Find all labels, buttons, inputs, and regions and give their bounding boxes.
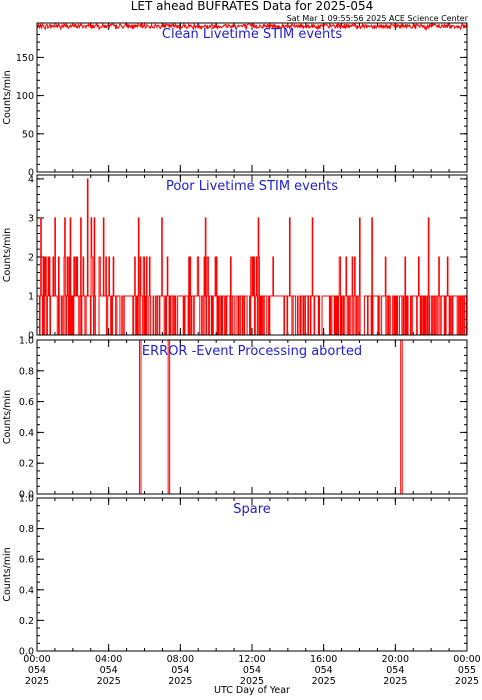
- x-tick-year: 2025: [25, 676, 49, 687]
- panel-1: 0 50 100 150 Clean Livetime STIM events Count…: [2, 21, 468, 179]
- y-tick-label: 0.6: [19, 397, 34, 408]
- plot-frame: [36, 339, 468, 495]
- y-tick-label: 0: [28, 331, 34, 342]
- x-tick-doy: 054: [243, 665, 261, 676]
- chart-subtitle: Sat Mar 1 09:55:56 2025 ACE Science Cent…: [287, 14, 469, 23]
- x-tick-year: 2025: [383, 676, 407, 687]
- y-axis-label: Counts/min: [2, 70, 13, 124]
- y-tick-label: 150: [16, 53, 34, 64]
- y-tick-label: 4: [28, 174, 34, 185]
- y-tick-label: 0.4: [19, 428, 34, 439]
- x-tick-year: 2025: [312, 676, 336, 687]
- plot-frame: [36, 497, 468, 652]
- panel-title: ERROR -Event Processing aborted: [142, 344, 362, 359]
- x-axis-label: UTC Day of Year: [214, 685, 290, 696]
- panel-title: Clean Livetime STIM events: [162, 27, 342, 42]
- x-tick-time: 16:00: [310, 654, 337, 665]
- x-tick-year: 2025: [240, 676, 264, 687]
- y-tick-label: 3: [28, 213, 34, 224]
- y-tick-label: 1.0: [19, 494, 34, 505]
- x-tick-doy: 054: [28, 665, 46, 676]
- y-tick-label: 0.6: [19, 555, 34, 566]
- y-tick-label: 0: [28, 168, 34, 179]
- x-tick-time: 20:00: [382, 654, 409, 665]
- y-axis-label: Counts/min: [2, 228, 13, 282]
- x-tick-time: 00:00: [453, 654, 480, 665]
- y-tick-label: 0.4: [19, 585, 34, 596]
- y-tick-label: 1.0: [19, 336, 34, 347]
- panel-title: Poor Livetime STIM events: [166, 179, 338, 194]
- x-tick-year: 2025: [168, 676, 192, 687]
- x-tick-year: 2025: [455, 676, 479, 687]
- y-tick-label: 1: [28, 291, 34, 302]
- panel-3: 0.0 0.2 0.4 0.6 0.8 1.0 ERROR -Event Processin…: [2, 336, 468, 501]
- x-tick-doy: 054: [386, 665, 404, 676]
- y-tick-label: 2: [28, 252, 34, 263]
- x-tick-time: 12:00: [238, 654, 265, 665]
- y-axis-label: Counts/min: [2, 390, 13, 444]
- series-line-poor-livetime: [37, 178, 467, 336]
- x-tick-doy: 054: [100, 665, 118, 676]
- x-tick-time: 00:00: [23, 654, 50, 665]
- chart-title: LET ahead BUFRATES Data for 2025-054: [131, 0, 373, 13]
- x-tick-time: 04:00: [95, 654, 122, 665]
- panel-4: 0.0 0.2 0.4 0.6 0.8 1.0 Spare Counts/min: [2, 494, 468, 658]
- x-tick-doy: 054: [171, 665, 189, 676]
- x-tick-doy: 055: [458, 665, 476, 676]
- y-axis-label: Counts/min: [2, 547, 13, 601]
- plot-frame: [36, 174, 468, 336]
- y-tick-label: 0.0: [19, 647, 34, 658]
- y-tick-label: 0.8: [19, 366, 34, 377]
- x-tick-labels: 00:00054202504:00054202508:00054202512:0…: [23, 654, 480, 687]
- plot-frame: [36, 22, 468, 173]
- y-tick-label: 0.2: [19, 459, 34, 470]
- series-line-error: [37, 339, 467, 495]
- panel-title: Spare: [233, 502, 271, 517]
- y-tick-label: 50: [22, 129, 34, 140]
- y-tick-label: 0.2: [19, 616, 34, 627]
- y-tick-label: 100: [16, 91, 34, 102]
- x-tick-doy: 054: [315, 665, 333, 676]
- panel-2: 0 1 2 3 4 Poor Livetime STIM events Counts/min: [2, 174, 468, 342]
- x-tick-year: 2025: [97, 676, 121, 687]
- y-tick-label: 0.0: [19, 490, 34, 501]
- y-tick-label: 0.8: [19, 524, 34, 535]
- series-line-clean-livetime: [36, 21, 468, 32]
- x-tick-time: 08:00: [167, 654, 194, 665]
